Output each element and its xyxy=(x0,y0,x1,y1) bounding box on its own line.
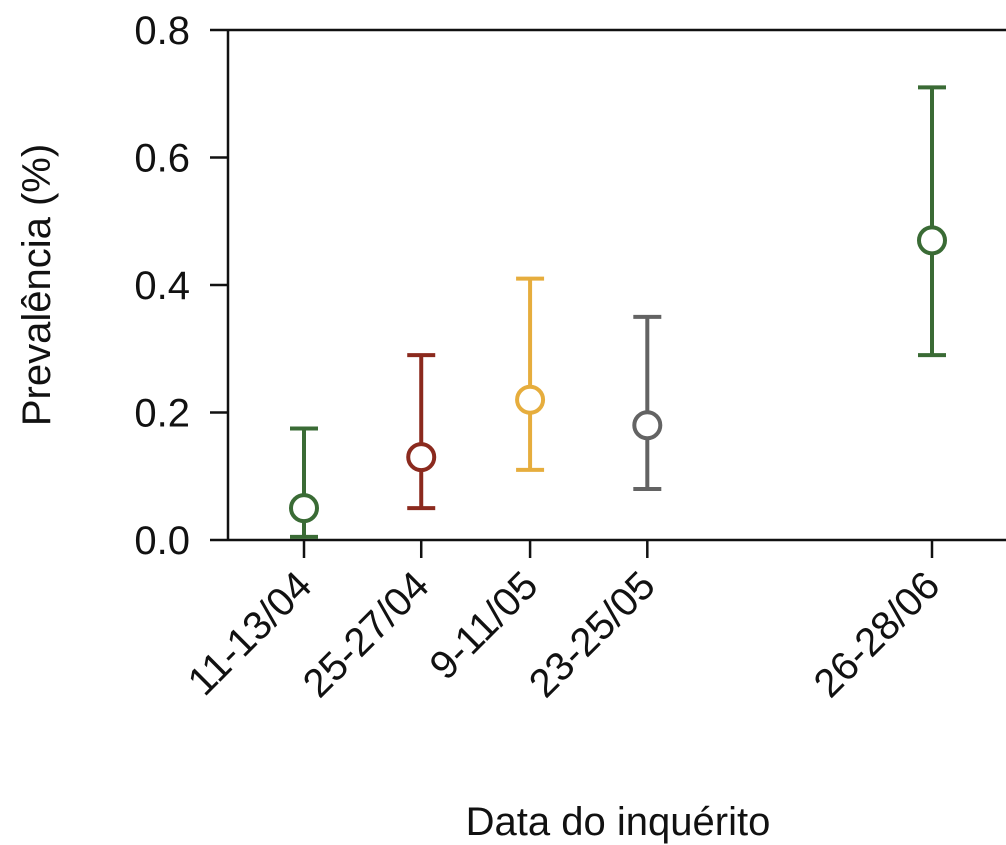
data-point-marker xyxy=(632,410,663,441)
data-series xyxy=(289,85,947,539)
y-axis-title: Prevalência (%) xyxy=(15,144,59,426)
x-tick-label: 25-27/04 xyxy=(295,563,438,706)
data-point-marker xyxy=(406,442,437,473)
data-point-marker xyxy=(917,225,947,256)
x-axis-title: Data do inquérito xyxy=(466,800,771,844)
y-tick-label: 0.4 xyxy=(134,264,190,308)
data-point-marker xyxy=(289,493,319,524)
x-tick-label: 11-13/04 xyxy=(180,563,321,704)
y-tick-label: 0.2 xyxy=(134,392,190,436)
data-point-group xyxy=(917,85,947,358)
data-point-group xyxy=(289,426,319,539)
y-ticks: 0.0 0.2 0.4 0.6 0.8 xyxy=(134,9,228,563)
y-tick-label: 0.0 xyxy=(134,519,190,563)
axes xyxy=(226,28,1006,542)
y-tick-label: 0.6 xyxy=(134,137,190,181)
data-point-group xyxy=(406,353,437,511)
data-point-marker xyxy=(515,384,546,415)
data-point-group xyxy=(632,314,663,491)
y-tick-label: 0.8 xyxy=(134,9,190,53)
x-tick-label: 23-25/05 xyxy=(521,563,664,706)
data-point-group xyxy=(515,276,546,472)
x-tick-label: 26-28/06 xyxy=(806,563,949,706)
